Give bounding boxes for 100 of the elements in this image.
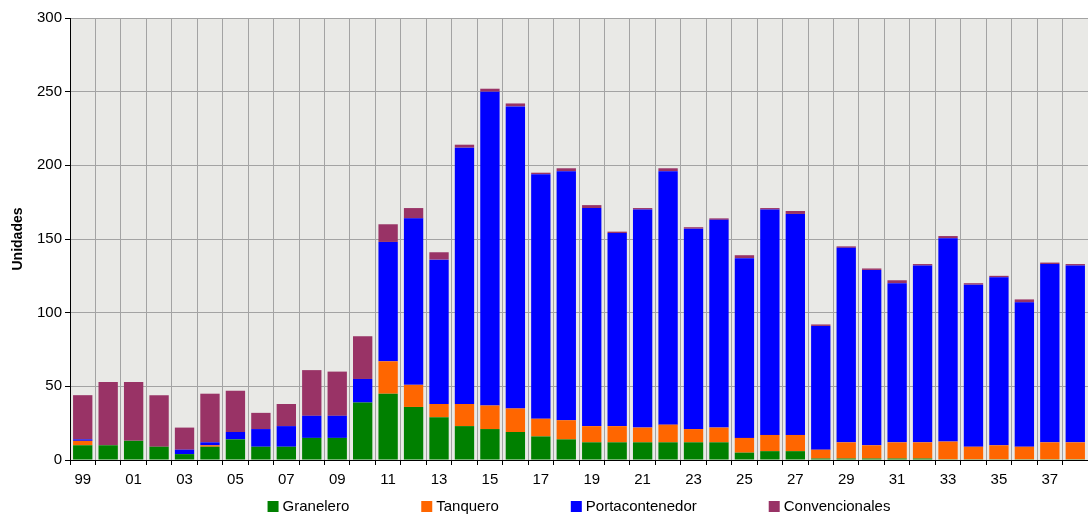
bar [632,442,653,460]
bar [531,436,551,460]
bar [632,427,653,443]
bar [1065,265,1085,443]
bar [73,445,93,460]
bar [989,445,1009,460]
bar [632,209,653,428]
legend-label: Granelero [282,496,350,514]
bar [658,168,678,172]
bar [200,446,220,460]
bar [734,258,755,438]
bar [938,236,958,239]
bar [327,415,347,438]
bar [811,325,831,450]
bar [505,103,526,107]
bar [480,91,500,406]
bar [760,451,780,460]
bar [912,442,933,459]
bar [1040,442,1060,460]
bar [811,449,831,459]
bar [683,429,704,443]
y-tick-label: 300 [36,8,62,26]
bar [683,442,704,460]
bar [607,233,627,427]
bar [505,408,526,433]
bar [225,390,246,433]
bar [658,424,678,443]
x-tick-label: 35 [990,470,1008,488]
bar [938,441,958,460]
x-tick-label: 99 [74,470,92,488]
y-tick-label: 50 [45,376,62,394]
bar [403,384,424,407]
bar [454,426,475,460]
x-tick-label: 15 [481,470,499,488]
x-tick-label: 07 [277,470,295,488]
bar [734,452,755,460]
bar [556,420,576,440]
x-tick-label: 31 [888,470,906,488]
bar [709,427,729,443]
y-tick-label: 150 [36,229,62,247]
bar [658,442,678,460]
bar [378,393,398,460]
bar [1014,302,1035,447]
bar [785,211,805,214]
x-tick-label: 11 [380,470,396,488]
bar [123,381,144,441]
bar [607,426,627,443]
bar [785,434,805,452]
bar [582,205,602,209]
bar [327,371,347,416]
bar [302,415,322,438]
bar [912,265,933,443]
bar [149,395,169,447]
bar [480,429,500,460]
bar [98,445,118,460]
bar [403,218,424,385]
bar [251,429,271,447]
bar [989,277,1009,446]
bar [836,442,856,459]
bar [785,213,805,435]
bar [582,208,602,427]
bar [734,255,755,259]
bar [505,106,526,409]
bar [378,224,398,242]
bar [302,437,322,460]
x-tick-label: 09 [328,470,346,488]
bar [174,454,195,460]
bar [760,209,780,435]
x-tick-label: 29 [837,470,855,488]
bar [862,445,882,459]
bar [378,361,398,394]
x-tick-label: 33 [939,470,957,488]
bar [353,378,373,403]
bar [836,247,856,443]
x-tick-label: 23 [685,470,702,488]
bar [683,228,704,430]
bar [327,437,347,460]
y-tick-label: 100 [36,302,62,320]
bar [149,446,169,460]
x-tick-label: 05 [227,470,244,488]
bar [887,283,907,443]
bar [556,168,576,172]
bar [276,446,296,460]
bar [531,174,551,419]
bar [225,439,246,460]
bar [887,442,907,459]
bar [556,439,576,460]
bar [582,426,602,443]
x-tick-label: 37 [1041,470,1059,488]
legend-label: Portacontenedor [585,496,697,514]
bar [225,432,246,440]
bar [658,171,678,425]
x-tick-label: 01 [125,470,142,488]
bar [785,451,805,460]
bar [1014,299,1035,303]
bar [480,405,500,430]
bar [454,147,475,405]
bar [760,434,780,452]
bar [709,219,729,428]
bar [403,208,424,219]
